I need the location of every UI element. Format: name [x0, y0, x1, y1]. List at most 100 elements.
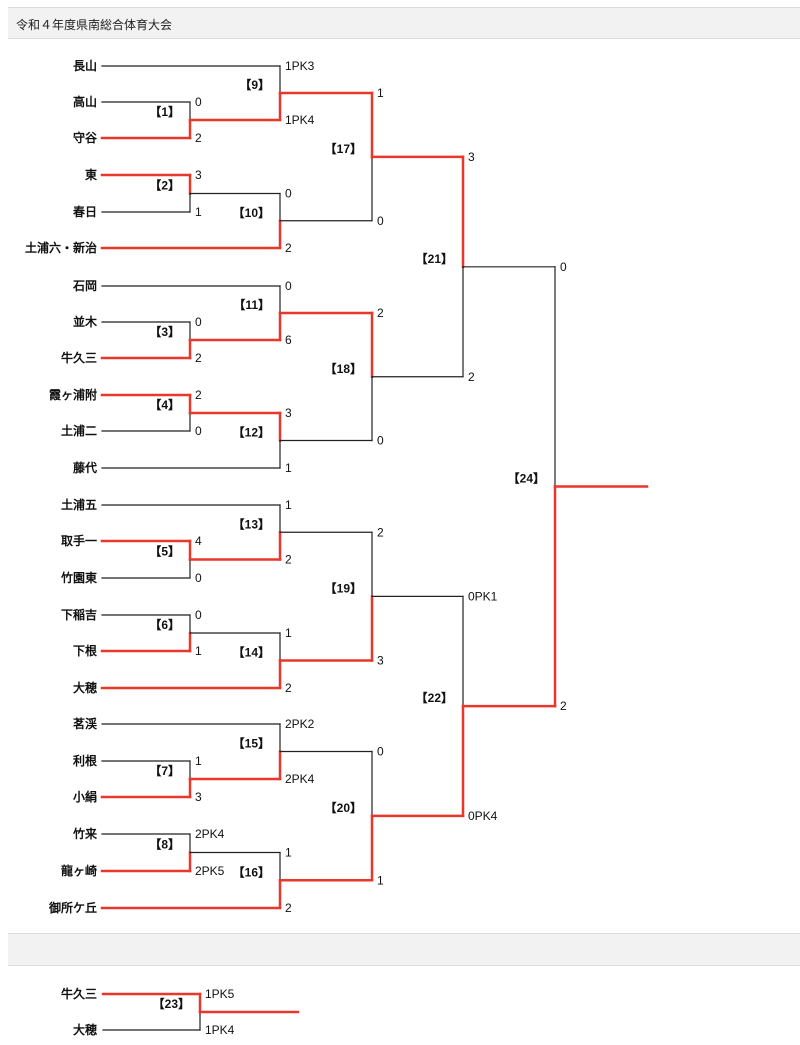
- team-name-2: 高山: [73, 94, 97, 109]
- team-name-5: 春日: [72, 204, 97, 219]
- match-number: 【19】: [325, 580, 362, 595]
- match-number: 【16】: [233, 864, 270, 879]
- score-label: 2: [285, 901, 292, 915]
- score-label: 4: [195, 534, 202, 548]
- team-name-10: 霞ヶ浦附: [49, 387, 97, 402]
- team-name-16: 下稲吉: [61, 607, 97, 622]
- section-divider: [8, 933, 800, 966]
- score-label: 0: [195, 315, 202, 329]
- score-label: 2: [285, 681, 292, 695]
- team-name-20: 利根: [73, 753, 97, 768]
- score-label: 2PK2: [285, 717, 315, 731]
- match-number: 【23】: [153, 996, 190, 1011]
- score-label: 0: [285, 187, 292, 201]
- score-label: 1: [285, 461, 292, 475]
- score-label: 2: [560, 699, 567, 713]
- score-label: 2: [377, 525, 384, 539]
- score-label: 0: [560, 260, 567, 274]
- team-name-12: 藤代: [72, 460, 97, 475]
- score-label: 6: [285, 333, 292, 347]
- score-label: 3: [285, 406, 292, 420]
- match-number: 【22】: [416, 690, 453, 705]
- score-label: 0PK1: [468, 589, 498, 603]
- match-number: 【8】: [149, 837, 180, 852]
- score-label: 2: [285, 553, 292, 567]
- match-number: 【5】: [149, 544, 180, 559]
- score-label: 1: [285, 626, 292, 640]
- score-label: 1: [377, 873, 384, 887]
- score-label: 1: [285, 498, 292, 512]
- team-name-3: 守谷: [73, 130, 98, 145]
- score-label: 1PK4: [285, 113, 315, 127]
- team-name-14: 取手一: [61, 533, 97, 548]
- score-label: 0: [285, 279, 292, 293]
- match-number: 【15】: [233, 736, 270, 751]
- score-label: 1: [195, 205, 202, 219]
- score-label: 3: [195, 168, 202, 182]
- score-label: 2: [285, 241, 292, 255]
- match-number: 【11】: [233, 297, 270, 312]
- match-number: 【10】: [233, 205, 270, 220]
- team-name-18: 大穂: [73, 680, 97, 695]
- score-label: 0PK4: [468, 809, 498, 823]
- score-label: 0: [377, 214, 384, 228]
- team-name-15: 竹園東: [60, 570, 97, 585]
- score-label: 3: [468, 150, 475, 164]
- team-name-13: 土浦五: [61, 497, 97, 512]
- score-label: 2PK4: [285, 772, 315, 786]
- score-label: 1: [285, 846, 292, 860]
- score-label: 1PK3: [285, 59, 315, 73]
- team-name-6: 土浦六・新治: [25, 240, 97, 255]
- score-label: 1: [195, 754, 202, 768]
- match-number: 【17】: [325, 141, 362, 156]
- match-number: 【18】: [325, 361, 362, 376]
- score-label: 3: [195, 790, 202, 804]
- match-number: 【12】: [233, 425, 270, 440]
- score-label: 0: [195, 95, 202, 109]
- team-name-22: 竹来: [72, 826, 98, 841]
- team-name-19: 茗渓: [73, 716, 98, 731]
- match-number: 【7】: [149, 763, 180, 778]
- score-label: 2: [468, 370, 475, 384]
- third-place-team-b: 大穂: [73, 1022, 97, 1037]
- team-name-1: 長山: [73, 58, 97, 73]
- header-bar: 令和４年度県南総合体育大会: [8, 7, 800, 39]
- third-place-team-a: 牛久三: [61, 986, 97, 1001]
- match-number: 【2】: [149, 178, 180, 193]
- team-name-11: 土浦二: [61, 423, 97, 438]
- score-label: 1PK4: [205, 1023, 235, 1037]
- match-number: 【13】: [233, 516, 270, 531]
- score-label: 2PK4: [195, 827, 225, 841]
- score-label: 0: [195, 571, 202, 585]
- team-name-23: 龍ヶ崎: [61, 863, 97, 878]
- score-label: 2: [195, 388, 202, 402]
- score-label: 0: [377, 434, 384, 448]
- match-number: 【14】: [233, 645, 270, 660]
- match-number: 【20】: [325, 800, 362, 815]
- score-label: 2: [377, 306, 384, 320]
- team-name-24: 御所ケ丘: [48, 900, 97, 915]
- score-label: 0: [195, 608, 202, 622]
- score-label: 3: [377, 654, 384, 668]
- score-label: 0: [195, 424, 202, 438]
- match-number: 【6】: [149, 617, 180, 632]
- score-label: 1PK5: [205, 987, 235, 1001]
- team-name-8: 並木: [73, 314, 98, 329]
- team-name-21: 小絹: [73, 789, 97, 804]
- team-name-9: 牛久三: [61, 350, 97, 365]
- team-name-17: 下根: [73, 643, 97, 658]
- score-label: 1: [377, 86, 384, 100]
- score-label: 2: [195, 131, 202, 145]
- match-number: 【4】: [149, 397, 180, 412]
- match-number: 【24】: [508, 470, 545, 485]
- match-number: 【3】: [149, 324, 180, 339]
- match-number: 【1】: [149, 104, 180, 119]
- team-name-4: 東: [85, 167, 97, 182]
- page-title: 令和４年度県南総合体育大会: [16, 18, 173, 32]
- team-name-7: 石岡: [72, 279, 97, 293]
- score-label: 2PK5: [195, 864, 225, 878]
- score-label: 1: [195, 644, 202, 658]
- match-number: 【21】: [416, 251, 453, 266]
- score-label: 2: [195, 351, 202, 365]
